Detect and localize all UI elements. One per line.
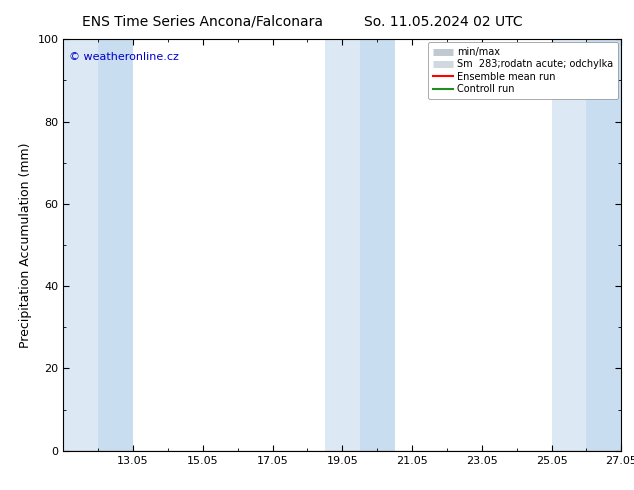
Bar [325, 39, 359, 451]
Bar [63, 39, 98, 451]
Y-axis label: Precipitation Accumulation (mm): Precipitation Accumulation (mm) [19, 142, 32, 348]
Legend: min/max, Sm  283;rodatn acute; odchylka, Ensemble mean run, Controll run: min/max, Sm 283;rodatn acute; odchylka, … [428, 42, 618, 99]
Text: © weatheronline.cz: © weatheronline.cz [69, 51, 179, 62]
Bar [98, 39, 133, 451]
Text: So. 11.05.2024 02 UTC: So. 11.05.2024 02 UTC [365, 15, 523, 29]
Bar [552, 39, 586, 451]
Bar [359, 39, 394, 451]
Text: ENS Time Series Ancona/Falconara: ENS Time Series Ancona/Falconara [82, 15, 323, 29]
Bar [586, 39, 621, 451]
